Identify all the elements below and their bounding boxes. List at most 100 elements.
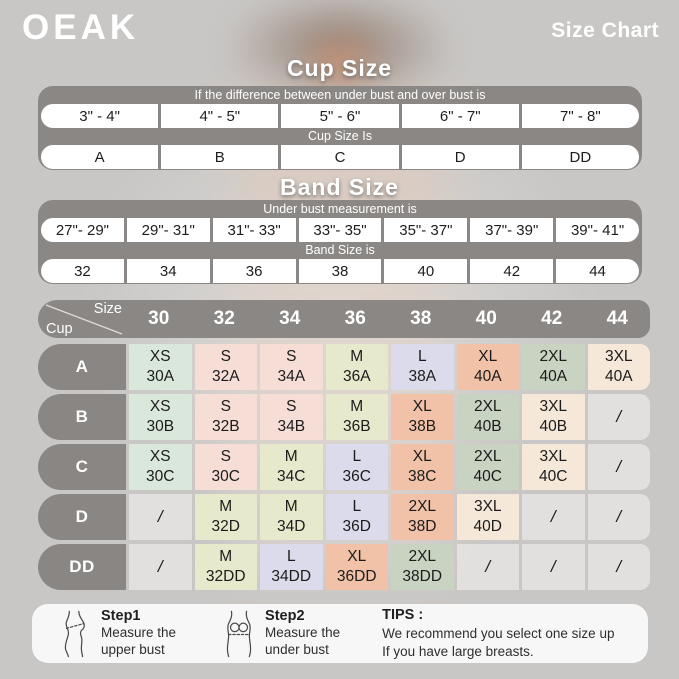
band-condition-header: Under bust measurement is (263, 202, 417, 216)
matrix-empty-cell: / (129, 544, 192, 590)
band-number-cell: 38 (298, 259, 382, 283)
page-title: Size Chart (551, 19, 659, 42)
matrix-empty-cell: / (587, 494, 650, 540)
band-number-cell: 40 (384, 259, 468, 283)
matrix-row-cup-label: A (38, 344, 126, 390)
tips-line1: We recommend you select one size up (382, 625, 615, 641)
band-range-cell: 33"- 35" (298, 218, 382, 242)
band-range-row: 27"- 29" 29"- 31" 31"- 33" 33"- 35" 35"- 37"… (41, 218, 639, 242)
matrix-size-cell: L 36C (325, 444, 388, 490)
matrix-empty-cell: / (587, 444, 650, 490)
matrix-corner-cell: Size Cup (38, 300, 126, 338)
matrix-rows: A XS 30A S 32A S 34A M 36A L 38A XL 40A 2XL 40A 3XL 40A B… (38, 344, 650, 590)
band-range-cell: 31"- 33" (212, 218, 296, 242)
band-range-cell: 29"- 31" (126, 218, 210, 242)
matrix-size-cell: XL 36DD (325, 544, 388, 590)
step1-label: Step1 (101, 608, 141, 625)
matrix-column-header: 32 (213, 308, 235, 329)
step2-group: Step2 Measure the under bust (222, 608, 340, 659)
cup-range-row: 3" - 4" 4" - 5" 5" - 6" 6" - 7" 7" - 8" (41, 104, 639, 128)
matrix-column-header: 40 (475, 308, 497, 329)
matrix-size-cell: S 34A (260, 344, 323, 390)
matrix-size-cell: 2XL 40C (456, 444, 519, 490)
band-number-cell: 32 (41, 259, 124, 283)
band-number-row: 32 34 36 38 40 42 44 (41, 259, 639, 283)
matrix-size-cell: XS 30A (129, 344, 192, 390)
matrix-size-cell: XS 30B (129, 394, 192, 440)
tips-line2: If you have large breasts. (382, 643, 534, 659)
matrix-column-header: 38 (410, 308, 432, 329)
matrix-size-cell: M 34D (260, 494, 323, 540)
matrix-size-cell: M 36B (325, 394, 388, 440)
band-number-cell: 44 (556, 259, 639, 283)
corner-cup-label: Cup (46, 321, 73, 337)
matrix-empty-cell: / (129, 494, 192, 540)
matrix-empty-cell: / (522, 544, 585, 590)
cup-range-cell: 5" - 6" (281, 104, 399, 128)
measure-upper-bust-icon (64, 610, 85, 657)
matrix-row: DD / M 32DD L 34DD XL 36DD 2XL 38DD / / / (38, 544, 650, 590)
matrix-size-cell: XL 40A (456, 344, 519, 390)
matrix-size-cell: XL 38C (391, 444, 454, 490)
matrix-column-header: 44 (606, 308, 628, 329)
matrix-size-cell: 2XL 38D (391, 494, 454, 540)
band-range-cell: 39"- 41" (556, 218, 639, 242)
cup-letter-cell: C (281, 145, 399, 169)
matrix-row-cup-label: B (38, 394, 126, 440)
matrix-size-cell: XL 38B (391, 394, 454, 440)
matrix-size-cell: S 32A (194, 344, 257, 390)
band-size-table: Under bust measurement is 27"- 29" 29"- 3… (38, 200, 642, 284)
matrix-header-row: Size Cup 30 32 34 36 38 40 42 44 (38, 300, 650, 338)
matrix-size-cell: 3XL 40D (456, 494, 519, 540)
band-number-cell: 34 (126, 259, 210, 283)
matrix-empty-cell: / (522, 494, 585, 540)
matrix-column-header: 42 (541, 308, 563, 329)
cup-range-cell: 4" - 5" (161, 104, 279, 128)
matrix-size-cell: 3XL 40C (522, 444, 585, 490)
matrix-column-header: 30 (148, 308, 170, 329)
matrix-column-header: 36 (344, 308, 366, 329)
cup-size-table: If the difference between under bust and… (38, 86, 642, 170)
matrix-size-cell: XS 30C (129, 444, 192, 490)
matrix-empty-cell: / (456, 544, 519, 590)
matrix-size-cell: M 36A (325, 344, 388, 390)
matrix-size-cell: 2XL 40B (456, 394, 519, 440)
cup-letter-row: A B C D DD (41, 145, 639, 169)
matrix-size-cell: 2XL 38DD (391, 544, 454, 590)
matrix-size-cell: M 34C (260, 444, 323, 490)
corner-size-label: Size (93, 301, 122, 317)
matrix-size-cell: S 30C (194, 444, 257, 490)
matrix-row: D / M 32D M 34D L 36D 2XL 38D 3XL 40D / / (38, 494, 650, 540)
measurement-footer-panel: Step1 Measure the upper bust Step2 Measu… (32, 604, 648, 663)
measure-under-bust-icon (226, 610, 252, 657)
step1-group: Step1 Measure the upper bust (58, 608, 176, 659)
matrix-row-cup-label: D (38, 494, 126, 540)
step1-line1: Measure the (101, 625, 177, 641)
band-range-cell: 35"- 37" (384, 218, 468, 242)
matrix-row: B XS 30B S 32B S 34B M 36B XL 38B 2XL 40B 3XL 40B / (38, 394, 650, 440)
matrix-size-cell: S 32B (194, 394, 257, 440)
matrix-row: C XS 30C S 30C M 34C L 36C XL 38C 2XL 40C 3XL 40C / (38, 444, 650, 490)
tips-label: TIPS : (382, 606, 424, 623)
band-number-cell: 42 (470, 259, 554, 283)
step2-line1: Measure the (265, 625, 341, 641)
band-size-section-title: Band Size (280, 174, 399, 200)
matrix-row-cup-label: DD (38, 544, 126, 590)
matrix-column-header: 34 (279, 308, 301, 329)
cup-letter-cell: A (41, 145, 159, 169)
band-range-cell: 27"- 29" (41, 218, 124, 242)
step2-label: Step2 (265, 608, 305, 625)
cup-letter-cell: D (401, 145, 519, 169)
matrix-row: A XS 30A S 32A S 34A M 36A L 38A XL 40A 2XL 40A 3XL 40A (38, 344, 650, 390)
brand-logo: OEAK (22, 8, 140, 47)
matrix-size-cell: S 34B (260, 394, 323, 440)
band-result-header: Band Size is (305, 243, 375, 257)
matrix-size-cell: 2XL 40A (522, 344, 585, 390)
matrix-row-cup-label: C (38, 444, 126, 490)
matrix-size-cell: 3XL 40A (587, 344, 650, 390)
matrix-size-cell: 3XL 40B (522, 394, 585, 440)
matrix-empty-cell: / (587, 544, 650, 590)
band-range-cell: 37"- 39" (470, 218, 554, 242)
step2-text: Step2 Measure the under bust (265, 608, 340, 659)
